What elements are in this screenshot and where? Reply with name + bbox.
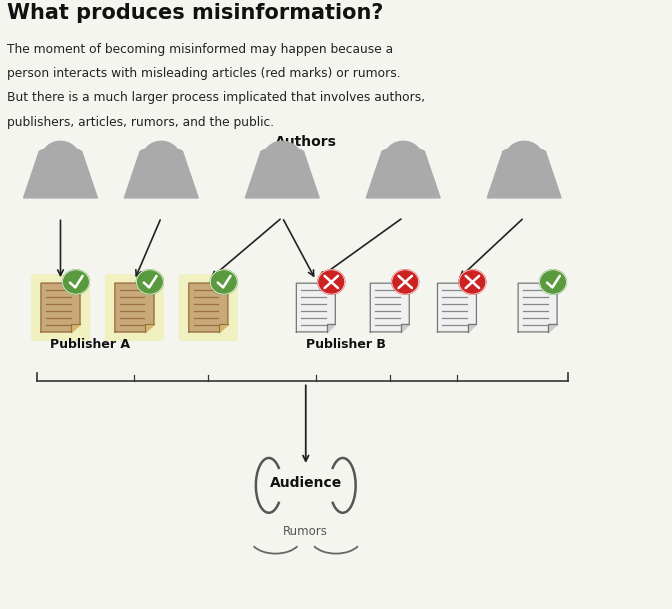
Circle shape: [318, 270, 345, 294]
Polygon shape: [145, 324, 154, 332]
Polygon shape: [71, 324, 80, 332]
Circle shape: [62, 270, 89, 294]
Circle shape: [263, 141, 301, 175]
Polygon shape: [115, 283, 154, 332]
Polygon shape: [401, 324, 409, 332]
Text: person interacts with misleading articles (red marks) or rumors.: person interacts with misleading article…: [7, 67, 401, 80]
Circle shape: [459, 270, 486, 294]
FancyBboxPatch shape: [31, 274, 90, 341]
Circle shape: [540, 270, 566, 294]
Polygon shape: [366, 152, 440, 198]
Polygon shape: [487, 152, 561, 198]
Text: publishers, articles, rumors, and the public.: publishers, articles, rumors, and the pu…: [7, 116, 274, 128]
Polygon shape: [468, 324, 476, 332]
Text: What produces misinformation?: What produces misinformation?: [7, 3, 383, 23]
Polygon shape: [370, 283, 409, 332]
Text: Authors: Authors: [275, 135, 337, 149]
FancyBboxPatch shape: [179, 274, 238, 341]
Text: The moment of becoming misinformed may happen because a: The moment of becoming misinformed may h…: [7, 43, 393, 55]
Polygon shape: [245, 152, 319, 198]
Polygon shape: [382, 148, 425, 152]
Polygon shape: [41, 283, 80, 332]
Polygon shape: [140, 148, 183, 152]
Text: Publisher A: Publisher A: [50, 338, 130, 351]
Polygon shape: [219, 324, 228, 332]
Text: Publisher B: Publisher B: [306, 338, 386, 351]
Polygon shape: [24, 152, 97, 198]
Polygon shape: [518, 283, 557, 332]
Polygon shape: [437, 283, 476, 332]
Text: Audience: Audience: [269, 476, 342, 490]
Polygon shape: [124, 152, 198, 198]
Circle shape: [136, 270, 163, 294]
Polygon shape: [327, 324, 335, 332]
Circle shape: [210, 270, 237, 294]
FancyBboxPatch shape: [105, 274, 164, 341]
Circle shape: [42, 141, 79, 175]
Polygon shape: [189, 283, 228, 332]
Text: Rumors: Rumors: [284, 525, 328, 538]
Polygon shape: [503, 148, 546, 152]
Circle shape: [505, 141, 543, 175]
Text: But there is a much larger process implicated that involves authors,: But there is a much larger process impli…: [7, 91, 425, 104]
Polygon shape: [548, 324, 557, 332]
Circle shape: [142, 141, 180, 175]
Polygon shape: [261, 148, 304, 152]
Polygon shape: [39, 148, 82, 152]
Circle shape: [384, 141, 422, 175]
Polygon shape: [296, 283, 335, 332]
Circle shape: [392, 270, 419, 294]
